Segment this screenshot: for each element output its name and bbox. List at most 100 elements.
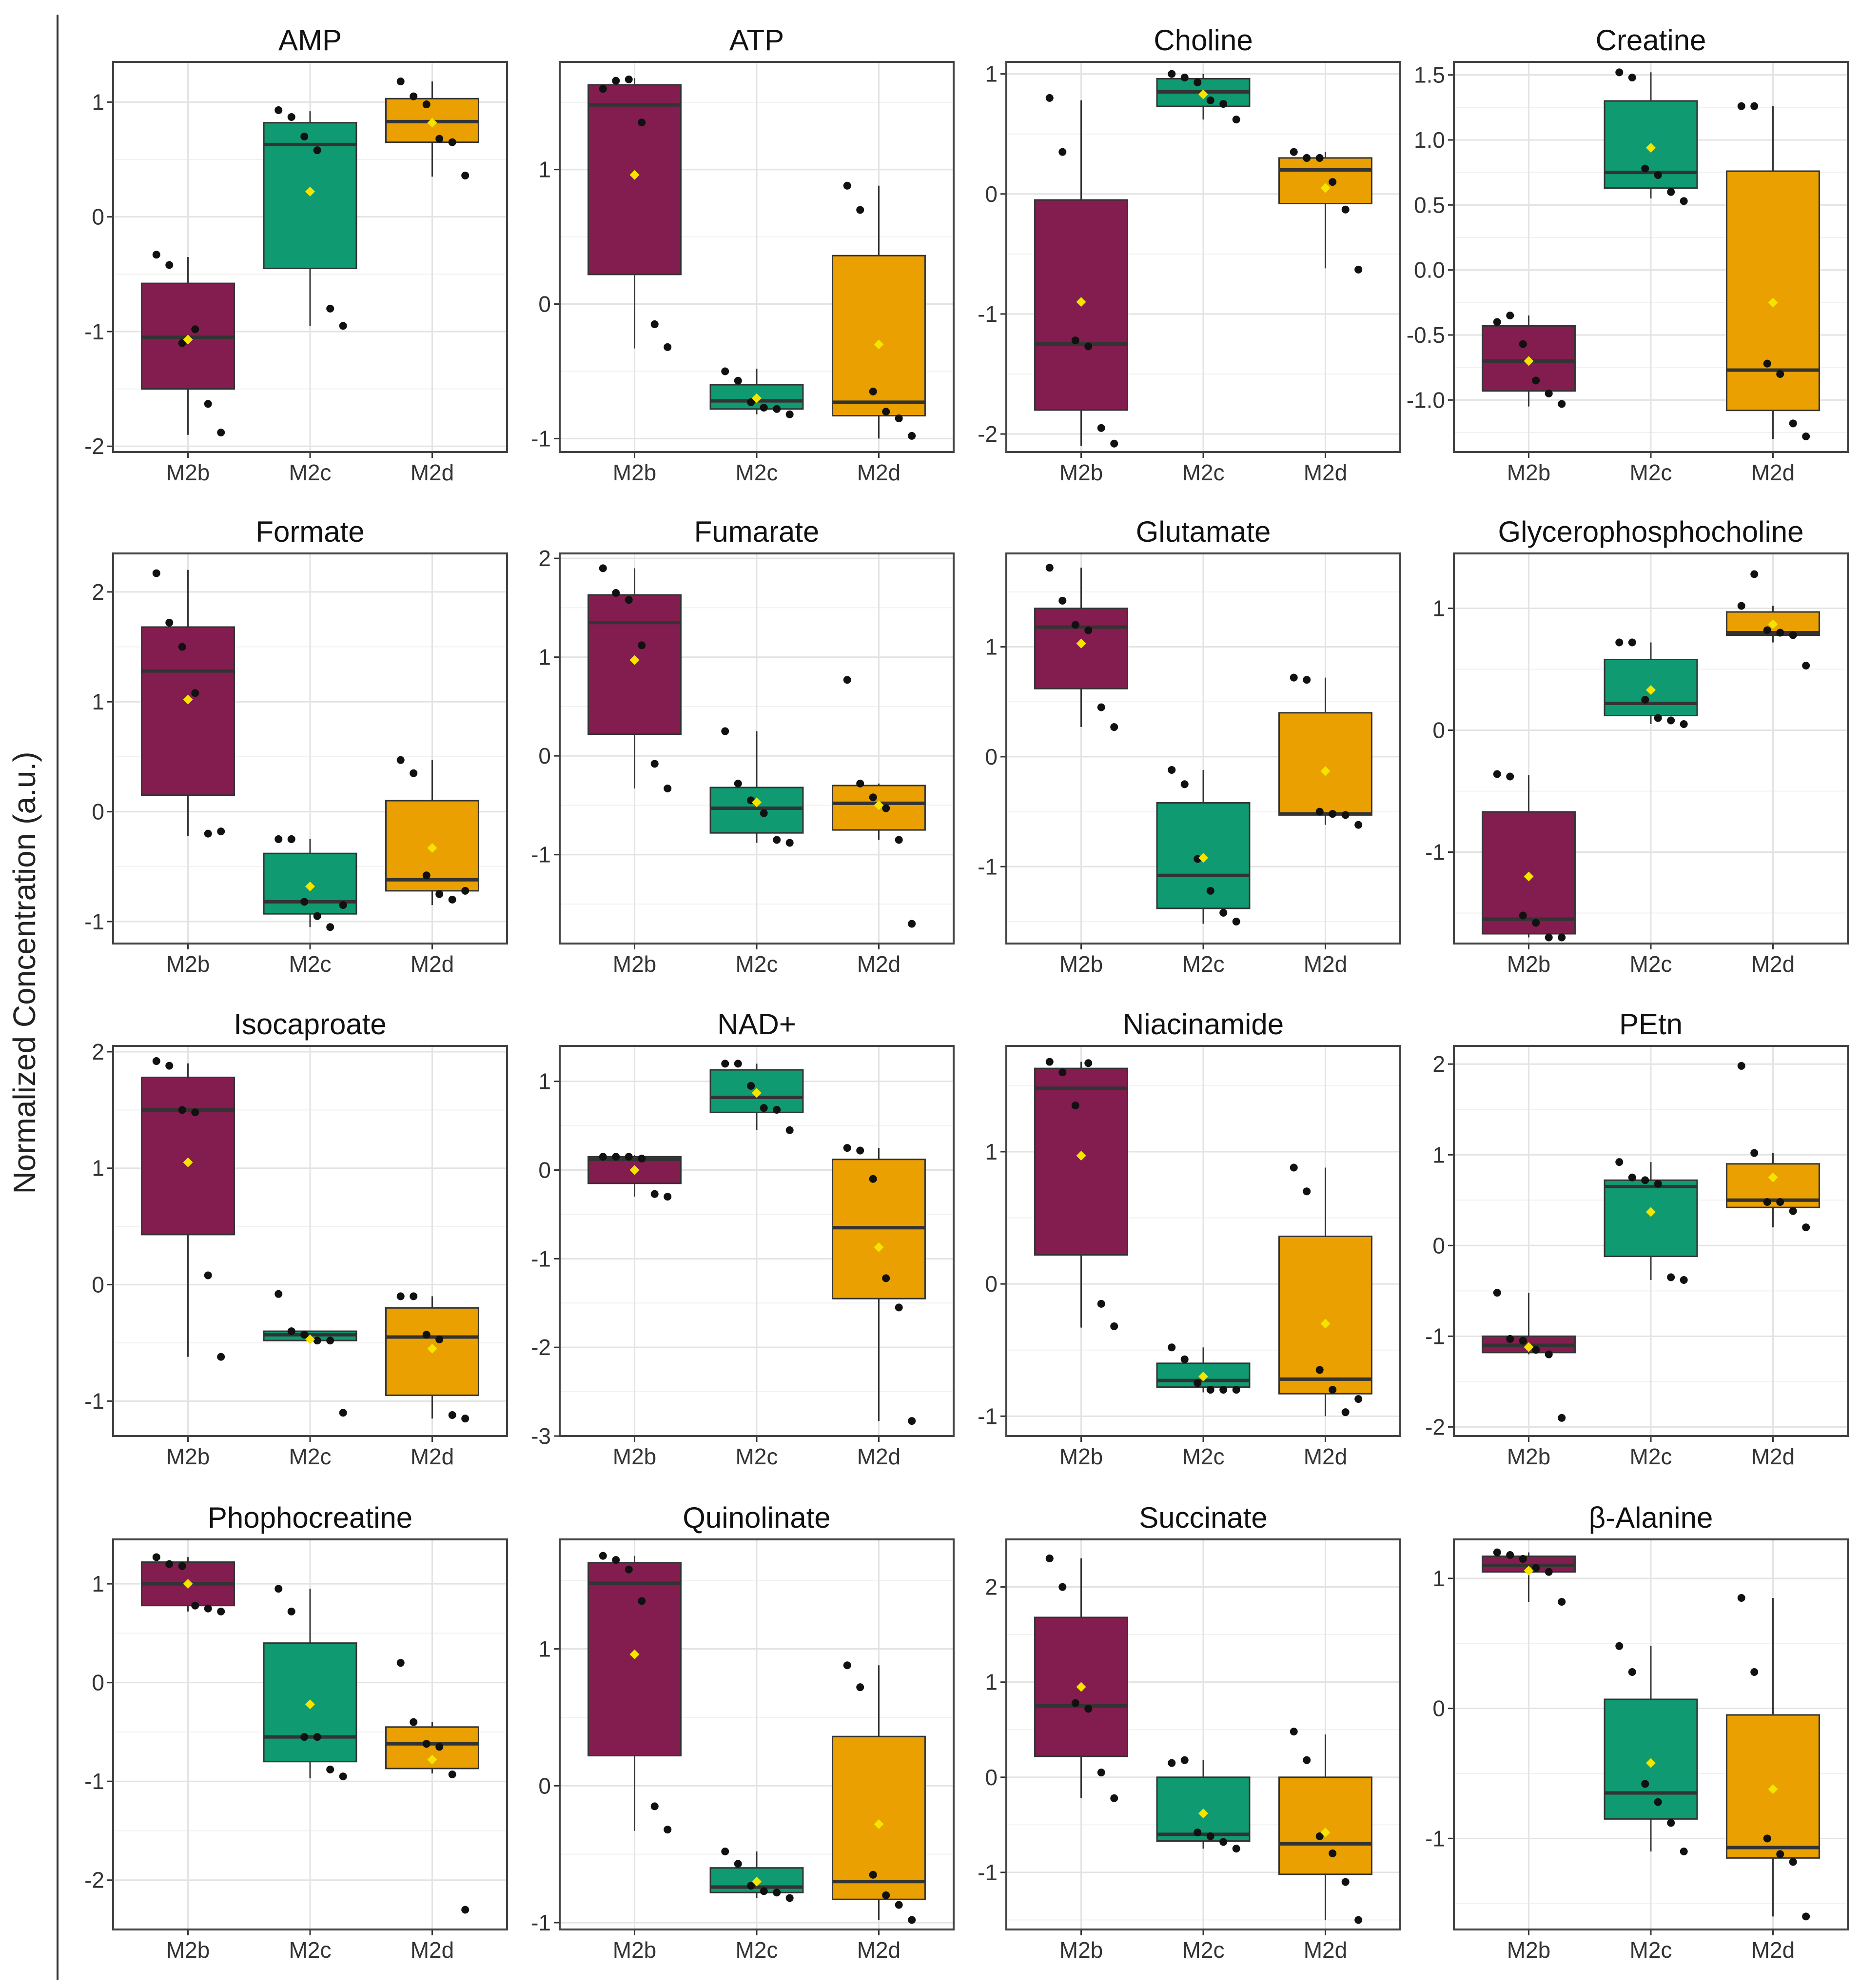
y-tick-label: -1 xyxy=(531,1246,551,1271)
data-point xyxy=(396,78,405,85)
y-tick-label: 2 xyxy=(1432,1051,1445,1077)
panel-title: Choline xyxy=(1154,24,1253,57)
panel-fumarate: M2b M2c M2d 2 1 0 -1 Fumarate xyxy=(531,515,955,977)
mean-marker-m2c xyxy=(1646,1207,1656,1217)
data-point xyxy=(1354,1395,1363,1403)
data-point xyxy=(1329,1849,1337,1857)
data-point xyxy=(1532,919,1540,927)
data-point xyxy=(1532,1346,1540,1354)
panel-title: Glutamate xyxy=(1136,515,1271,548)
data-point xyxy=(1615,1158,1624,1166)
panel-title: Glycerophosphocholine xyxy=(1498,515,1803,548)
x-tick-label: M2b xyxy=(1059,1937,1103,1963)
data-point xyxy=(204,1604,212,1613)
panel-frame xyxy=(559,552,955,945)
data-point xyxy=(1084,342,1093,351)
mean-marker-m2c xyxy=(305,1334,315,1344)
data-point xyxy=(1776,629,1784,637)
data-point xyxy=(1763,626,1771,634)
data-point xyxy=(625,596,633,604)
data-point xyxy=(339,1772,347,1781)
data-point xyxy=(1641,696,1649,704)
panel-petn: M2b M2c M2d 2 1 0 -1 -2 PEtn xyxy=(1425,1008,1849,1469)
data-point xyxy=(1219,1386,1228,1394)
data-point xyxy=(760,403,768,412)
box-m2c xyxy=(709,787,804,834)
data-point xyxy=(895,836,903,844)
data-point xyxy=(1789,419,1797,428)
data-point xyxy=(1084,1705,1093,1713)
y-tick-label: 0 xyxy=(92,204,104,230)
data-point xyxy=(1071,1102,1079,1110)
data-point xyxy=(435,135,444,143)
mean-marker-m2c xyxy=(1646,1758,1656,1768)
y-tick-label: 1 xyxy=(1432,1566,1445,1591)
x-tick-label: M2b xyxy=(1059,460,1103,485)
mean-marker-m2d xyxy=(874,1819,884,1829)
panel-title: Niacinamide xyxy=(1123,1008,1284,1041)
data-point xyxy=(422,1331,431,1339)
data-point xyxy=(204,1271,212,1279)
y-tick-label: 0 xyxy=(92,799,104,825)
data-point xyxy=(1680,720,1688,728)
y-tick-label: -3 xyxy=(531,1423,551,1449)
data-point xyxy=(785,1894,794,1902)
box-m2d xyxy=(1278,1236,1372,1395)
data-point xyxy=(339,901,347,909)
data-point xyxy=(856,779,864,787)
data-point xyxy=(1654,1180,1662,1188)
data-point xyxy=(760,809,768,817)
panel-atp: M2b M2c M2d 1 0 -1 ATP xyxy=(531,24,955,485)
data-point xyxy=(895,1303,903,1312)
x-tick-label: M2b xyxy=(1507,951,1550,977)
mean-marker-m2b xyxy=(1524,1566,1534,1575)
y-tick-label: -2 xyxy=(978,421,998,447)
data-point xyxy=(882,408,890,416)
x-tick-label: M2c xyxy=(1182,1937,1225,1963)
data-point xyxy=(843,1144,851,1152)
data-point xyxy=(326,923,334,931)
x-tick-label: M2c xyxy=(736,460,778,485)
data-point xyxy=(1763,359,1771,368)
panel-glycerophosphocholine: M2b M2c M2d 1 0 -1 Glycerophosphocholine xyxy=(1425,515,1849,977)
data-point xyxy=(895,414,903,423)
data-point xyxy=(1545,390,1553,397)
x-tick-label: M2d xyxy=(1751,1937,1795,1963)
data-point xyxy=(410,1292,418,1300)
data-point xyxy=(1168,1759,1176,1767)
data-point xyxy=(1341,205,1350,214)
data-point xyxy=(1532,376,1540,385)
mean-marker-m2b xyxy=(1076,1682,1086,1692)
data-point xyxy=(1315,1366,1324,1374)
data-point xyxy=(1763,1198,1771,1206)
x-tick-label: M2b xyxy=(613,951,656,977)
mean-marker-m2d xyxy=(427,118,437,128)
data-point xyxy=(664,343,672,351)
mean-marker-m2d xyxy=(1768,619,1778,629)
y-tick-label: -1 xyxy=(84,319,104,344)
x-tick-label: M2d xyxy=(857,1937,901,1963)
panel-frame xyxy=(1453,552,1849,945)
panel-frame xyxy=(112,552,508,945)
data-point xyxy=(326,1765,334,1773)
panel-frame xyxy=(1005,61,1401,453)
y-tick-label: 1 xyxy=(985,1670,998,1695)
data-point xyxy=(326,304,334,313)
data-point xyxy=(300,1733,309,1741)
data-point xyxy=(1737,1062,1745,1070)
x-tick-label: M2d xyxy=(411,951,454,977)
data-point xyxy=(1097,703,1105,711)
data-point xyxy=(287,113,295,121)
data-point xyxy=(178,1562,186,1570)
y-tick-label: 0 xyxy=(985,181,998,207)
data-point xyxy=(1206,96,1214,104)
data-point xyxy=(869,793,877,802)
data-point xyxy=(1168,70,1176,78)
data-point xyxy=(1180,1756,1189,1764)
data-point xyxy=(1168,1343,1176,1352)
panel-title: Fumarate xyxy=(694,515,820,548)
data-point xyxy=(178,1106,186,1114)
y-tick-label: 2 xyxy=(985,1575,998,1600)
y-tick-label: 0 xyxy=(985,1271,998,1297)
data-point xyxy=(773,836,781,844)
